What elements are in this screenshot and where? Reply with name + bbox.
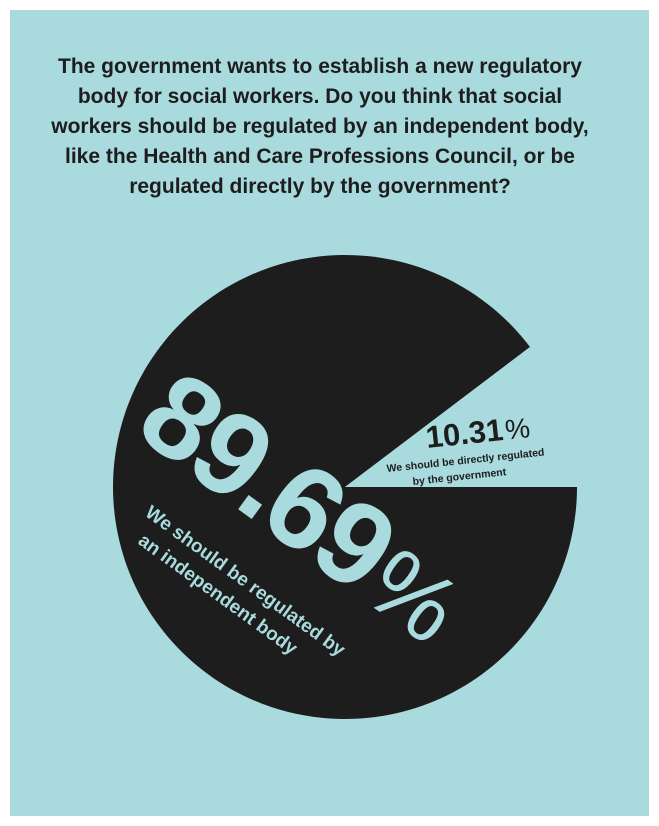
survey-question: The government wants to establish a new … bbox=[51, 55, 589, 198]
government-percent-unit: % bbox=[504, 412, 532, 445]
svg-text:10.31%: 10.31% bbox=[424, 409, 532, 455]
government-percent-value: 10.31 bbox=[424, 412, 505, 455]
pie-slice-government bbox=[345, 347, 577, 487]
pie-slice-independent bbox=[112, 254, 577, 719]
